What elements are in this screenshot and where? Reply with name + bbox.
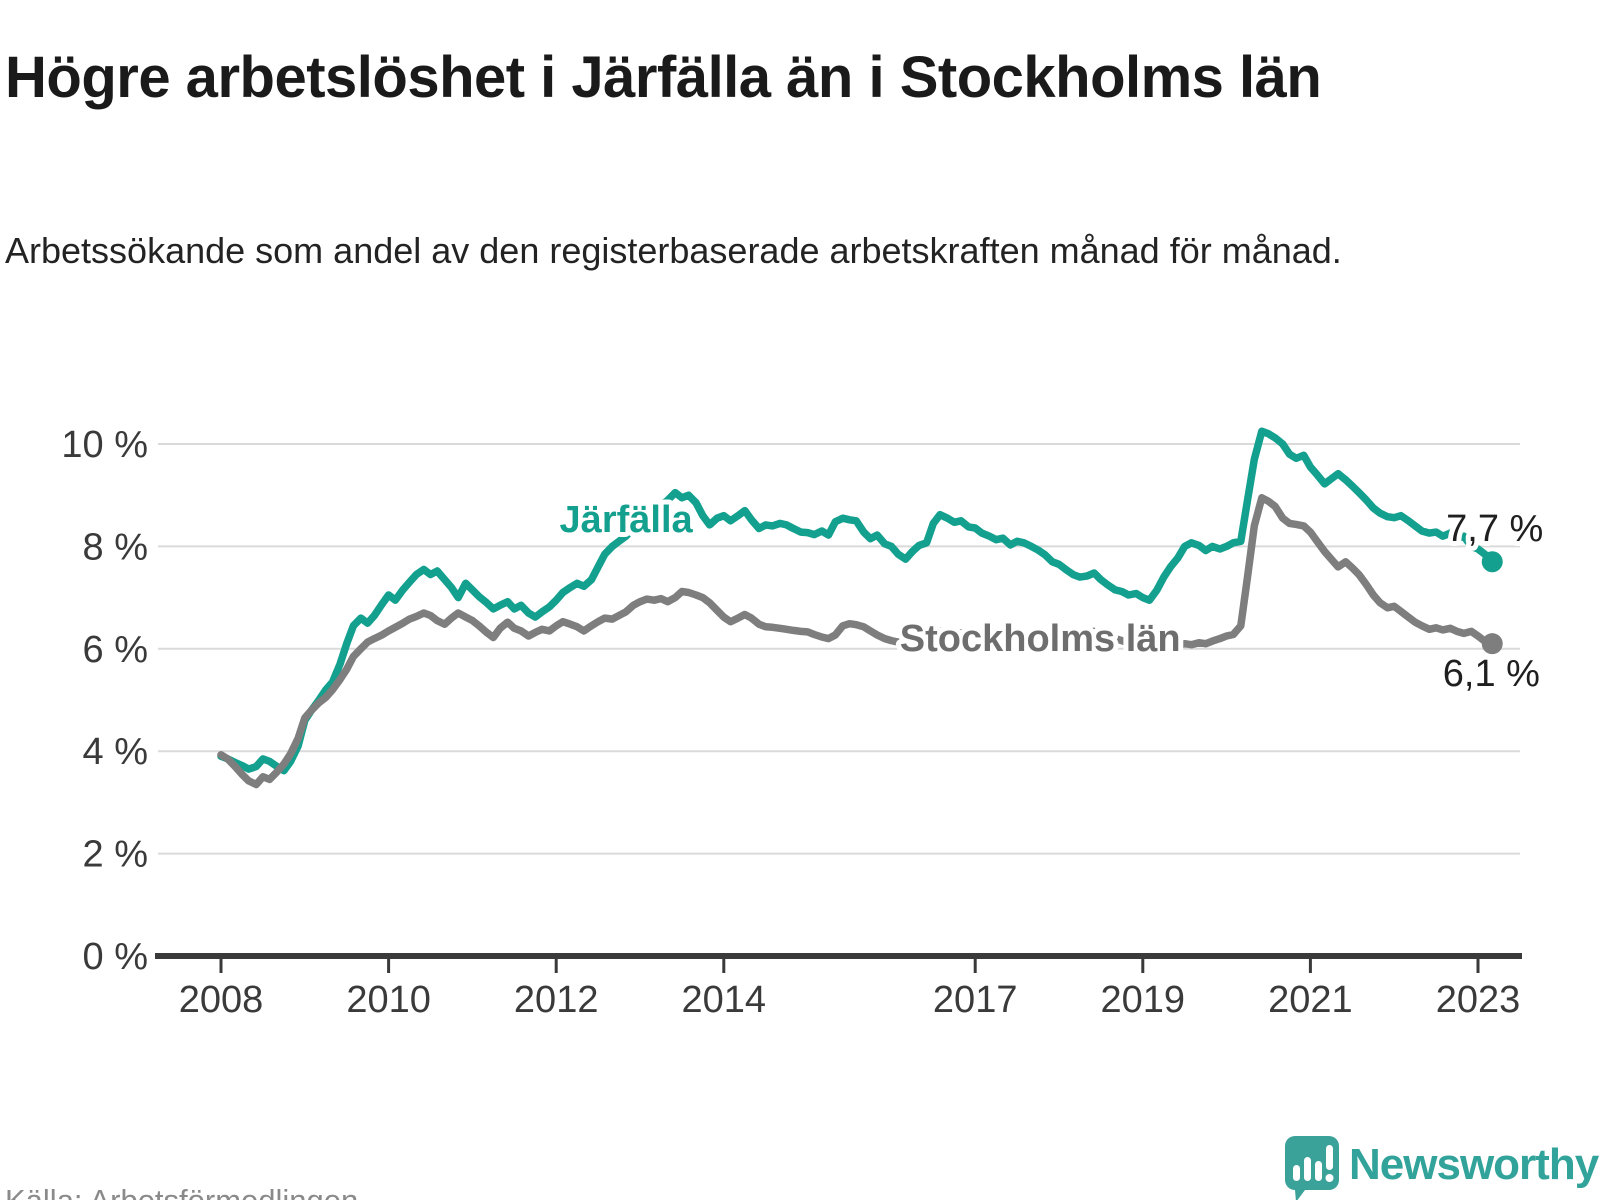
y-axis-labels: 0 % 2 % 4 % 6 % 8 % 10 %: [61, 424, 148, 978]
series-end-dot-jarfalla: [1481, 551, 1503, 573]
newsworthy-logo[interactable]: Newsworthy: [1283, 1134, 1600, 1200]
y-axis-label-4: 4 %: [83, 731, 148, 773]
x-axis-label-2014: 2014: [682, 979, 767, 1021]
series-label-jarfalla: Järfälla: [560, 499, 694, 541]
chart-subtitle: Arbetssökande som andel av den registerb…: [5, 230, 1342, 271]
x-axis-label-2017: 2017: [933, 979, 1018, 1021]
x-axis-label-2019: 2019: [1101, 979, 1186, 1021]
y-axis-label-10: 10 %: [61, 424, 148, 466]
y-axis-label-0: 0 %: [83, 936, 148, 978]
series-line-jarfalla: [217, 427, 1496, 775]
gridlines: [158, 443, 1520, 855]
x-axis-label-2008: 2008: [179, 979, 264, 1021]
x-axis: 2008 2010 2012 2014 2017 2019 2021 2023: [155, 953, 1522, 1021]
x-axis-label-2021: 2021: [1268, 979, 1353, 1021]
series-end-dot-stockholms-lan: [1481, 633, 1503, 655]
x-axis-label-2010: 2010: [346, 979, 431, 1021]
chart-annotations: Järfälla 7,7 % Stockholms län 6,1 %: [555, 494, 1549, 700]
series-label-stockholms-lan: Stockholms län: [900, 618, 1181, 660]
y-axis-label-6: 6 %: [83, 629, 148, 671]
latest-value-label-jarfalla: 7,7 %: [1446, 508, 1543, 550]
source-note: Källa: Arbetsförmedlingen: [5, 1183, 358, 1200]
series-line-stockholms-lan: [217, 494, 1496, 789]
x-axis-label-2012: 2012: [514, 979, 599, 1021]
y-axis-label-2: 2 %: [83, 834, 148, 876]
newsworthy-bubble-icon: [1285, 1136, 1339, 1200]
series-end-dots: [1481, 551, 1503, 655]
x-axis-label-2023: 2023: [1436, 979, 1521, 1021]
newsworthy-wordmark: Newsworthy: [1349, 1140, 1600, 1189]
latest-value-label-stockholms-lan: 6,1 %: [1443, 653, 1540, 695]
page-title: Högre arbetslöshet i Järfälla än i Stock…: [5, 44, 1322, 110]
series-lines: [217, 427, 1496, 789]
y-axis-label-8: 8 %: [83, 526, 148, 568]
